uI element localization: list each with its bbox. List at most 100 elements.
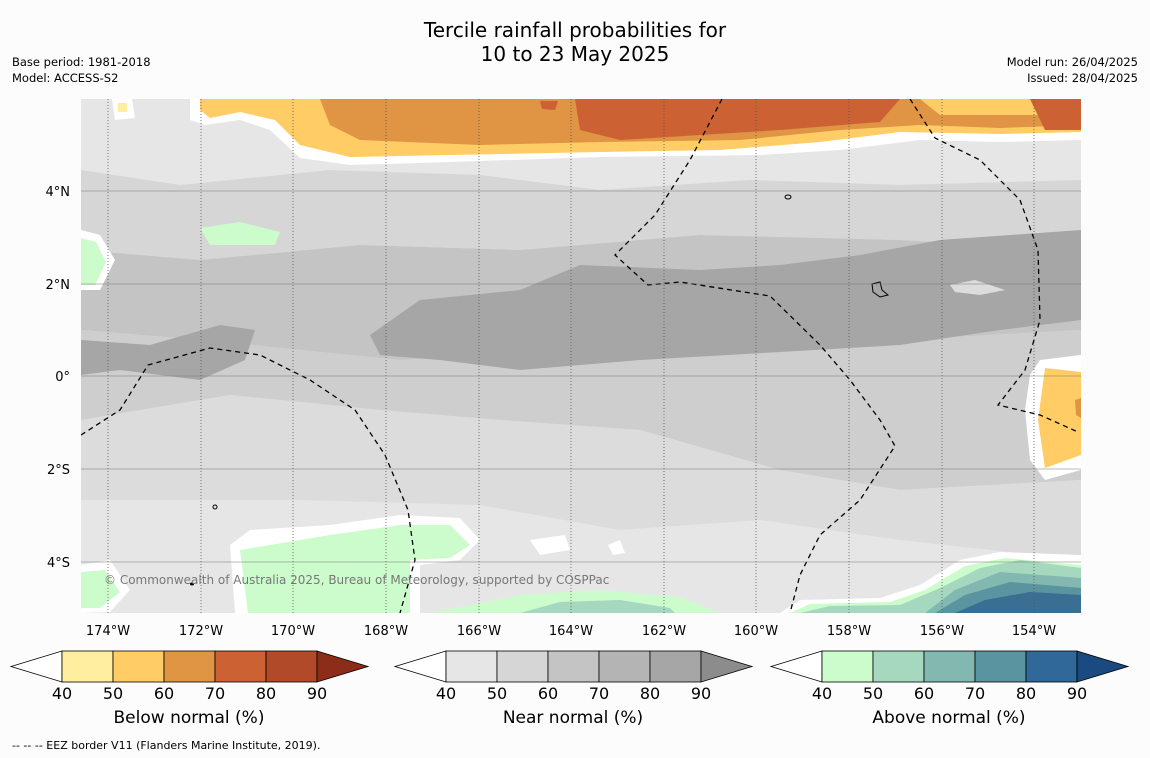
below-normal-50-nw: [118, 103, 127, 112]
colorbar-tick-label: 70: [589, 684, 609, 703]
colorbar-segment: [112, 650, 165, 683]
copyright-text: © Commonwealth of Australia 2025, Bureau…: [104, 573, 609, 587]
colorbar-extend-high: [316, 650, 370, 683]
eez-border-west: [81, 347, 416, 613]
issued-text: Issued: 28/04/2025: [1027, 71, 1138, 85]
lat-label: 2°N: [46, 278, 71, 293]
lon-label: 162°W: [642, 624, 686, 639]
colorbar-below-normal: 40 50 60 70 80 90: [9, 650, 370, 703]
title-line-1: Tercile rainfall probabilities for: [423, 18, 727, 42]
below-normal-60-east: [1038, 368, 1081, 468]
colorbar-tick-label: 80: [256, 684, 276, 703]
colorbar-tick-label: 60: [154, 684, 174, 703]
colorbar-segment: [598, 650, 651, 683]
model-text: Model: ACCESS-S2: [12, 71, 119, 85]
colorbar-extend-high: [1076, 650, 1130, 683]
white-patch-south: [530, 535, 570, 555]
map-field: © Commonwealth of Australia 2025, Bureau…: [81, 99, 1081, 613]
colorbar-segment: [1025, 650, 1078, 683]
island-1: [784, 194, 792, 200]
colorbar-segment: [872, 650, 925, 683]
colorbar-tick-label: 40: [52, 684, 72, 703]
below-normal-80-north: [575, 99, 900, 140]
lon-label: 158°W: [827, 624, 871, 639]
lon-label: 166°W: [457, 624, 501, 639]
meta-left: Base period: 1981-2018 Model: ACCESS-S2: [12, 54, 151, 86]
latitude-labels: 4°N 2°N 0° 2°S 4°S: [46, 185, 71, 571]
below-normal-70-east: [1075, 398, 1081, 418]
model-run-text: Model run: 26/04/2025: [1006, 55, 1138, 69]
lon-label: 168°W: [364, 624, 408, 639]
above-normal-50-sw: [81, 570, 120, 608]
lon-label: 172°W: [179, 624, 223, 639]
island-2: [871, 281, 890, 298]
title-line-2: 10 to 23 May 2025: [480, 42, 670, 66]
above-normal-60-south-center: [520, 600, 675, 613]
chart-title: Tercile rainfall probabilities for 10 to…: [0, 18, 1150, 66]
colorbar-extend-low: [769, 650, 823, 683]
lat-label: 4°S: [47, 556, 70, 571]
island-4: [190, 582, 194, 586]
near-normal-65-equator: [81, 330, 1081, 490]
colorbar-segment: [214, 650, 267, 683]
colorbar-segment: [974, 650, 1027, 683]
colorbar-tick-label: 80: [640, 684, 660, 703]
colorbar-label-above: Above normal (%): [872, 708, 1026, 728]
colorbar-extend-low: [9, 650, 63, 683]
white-patch-south-2: [608, 540, 625, 555]
colorbar-tick-label: 90: [307, 684, 327, 703]
colorbar-tick-label: 90: [691, 684, 711, 703]
colorbar-tick-label: 40: [812, 684, 832, 703]
near-normal-55-south: [81, 395, 1081, 560]
colorbar-segment: [163, 650, 216, 683]
below-normal-80-spot: [540, 101, 558, 110]
lon-label: 156°W: [920, 624, 964, 639]
colorbar-above-normal: 40 50 60 70 80 90: [769, 650, 1130, 703]
colorbar-segment: [649, 650, 702, 683]
colorbar-tick-label: 60: [538, 684, 558, 703]
island-3: [212, 504, 218, 510]
near-normal-80-core: [370, 230, 1081, 370]
near-normal-60-north: [81, 170, 1081, 260]
lat-label: 2°S: [47, 463, 70, 478]
colorbar-segment: [496, 650, 549, 683]
colorbar-tick-label: 70: [965, 684, 985, 703]
colorbar-tick-label: 50: [487, 684, 507, 703]
colorbar-tick-label: 70: [205, 684, 225, 703]
eez-footnote: -- -- -- EEZ border V11 (Flanders Marine…: [12, 739, 321, 752]
colorbar-extend-high: [700, 650, 754, 683]
colorbar-segment: [265, 650, 318, 683]
colorbar-segment: [61, 650, 114, 683]
colorbar-tick-label: 50: [863, 684, 883, 703]
colorbar-near-normal: 40 50 60 70 80 90: [393, 650, 754, 703]
above-normal-50-northwest: [200, 222, 280, 245]
longitude-labels: 174°W 172°W 170°W 168°W 166°W 164°W 162°…: [86, 624, 1056, 639]
colorbar-tick-label: 80: [1016, 684, 1036, 703]
above-normal-50-south: [240, 525, 470, 613]
meta-right: Model run: 26/04/2025 Issued: 28/04/2025: [1007, 54, 1138, 86]
colorbar-segment: [445, 650, 498, 683]
colorbar-segment: [923, 650, 976, 683]
above-normal-50-west: [81, 238, 106, 285]
lat-label: 4°N: [46, 185, 71, 200]
colorbar-tick-label: 40: [436, 684, 456, 703]
lon-label: 170°W: [271, 624, 315, 639]
near-normal-80-west: [81, 325, 255, 380]
lon-label: 154°W: [1012, 624, 1056, 639]
colorbar-tick-label: 60: [914, 684, 934, 703]
colorbar-segment: [547, 650, 600, 683]
above-normal-90-se: [955, 592, 1081, 613]
colorbar-label-near: Near normal (%): [502, 708, 644, 728]
latitude-gridlines: [81, 190, 1081, 563]
below-normal-80-northeast: [1030, 99, 1081, 130]
colorbar-extend-low: [393, 650, 447, 683]
lon-label: 164°W: [549, 624, 593, 639]
lon-label: 174°W: [86, 624, 130, 639]
colorbar-segment: [821, 650, 874, 683]
colorbar-tick-label: 90: [1067, 684, 1087, 703]
colorbar-label-below: Below normal (%): [113, 708, 265, 728]
lon-label: 160°W: [734, 624, 778, 639]
base-period-text: Base period: 1981-2018: [12, 55, 151, 69]
colorbar-tick-label: 50: [103, 684, 123, 703]
